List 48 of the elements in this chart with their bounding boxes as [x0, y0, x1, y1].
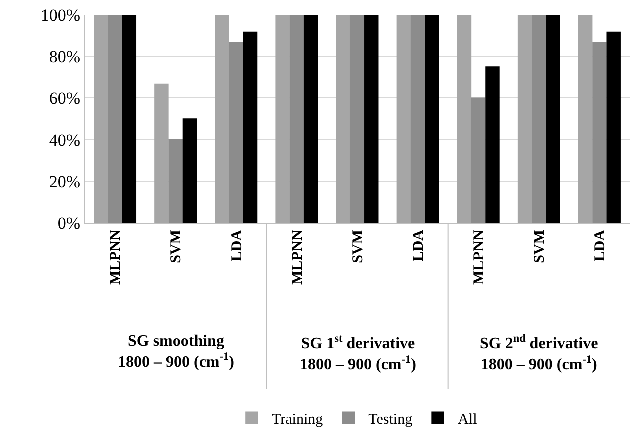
bar [336, 15, 350, 223]
bar [122, 15, 137, 223]
bar [350, 15, 365, 223]
text: SG 2$^{nd}$ derivative 1800 – 900 (cm$^{-1}$) [480, 333, 598, 374]
x-tick-label: MLPNN [471, 230, 488, 285]
y-tick-label: 60% [49, 89, 81, 108]
bar [94, 15, 108, 223]
bar [578, 15, 593, 223]
bar [290, 15, 304, 223]
y-tick-label: 40% [49, 130, 81, 150]
bar [457, 15, 472, 223]
bar [304, 15, 318, 223]
bar [486, 66, 500, 223]
bar [364, 15, 379, 223]
y-tick-label: 80% [49, 48, 81, 67]
bar [215, 15, 230, 223]
x-tick-label: MLPNN [290, 230, 306, 285]
y-tick-label: 100% [40, 6, 81, 25]
x-tick-label: SVM [532, 230, 548, 264]
x-tick-label: SVM [168, 230, 185, 264]
legend-label: Training [272, 412, 324, 428]
x-tick-label: LDA [592, 230, 609, 262]
bar [606, 32, 621, 223]
bar [108, 15, 122, 223]
bar [472, 98, 486, 223]
legend-label: All [458, 412, 478, 428]
bar [182, 118, 198, 223]
y-tick-label: 20% [49, 172, 81, 192]
x-tick-label: LDA [229, 230, 246, 262]
bar [410, 15, 426, 223]
bar [229, 42, 244, 223]
x-tick-label: LDA [410, 230, 427, 262]
y-tick-label: 0% [58, 214, 81, 233]
text: SG 1$^{st}$ derivative 1800 – 900 (cm$^{-1}$) [300, 333, 416, 374]
bar [592, 42, 607, 223]
x-tick-label: SVM [350, 230, 366, 264]
text: SG smoothing 1800 – 900 (cm$^{-1}$) [118, 333, 234, 371]
bar [154, 84, 169, 223]
bar [546, 15, 560, 223]
bar [532, 15, 546, 223]
bar [425, 15, 440, 223]
bar [168, 139, 183, 223]
bar [243, 32, 258, 223]
legend-label: Testing [368, 412, 414, 428]
bar [518, 15, 532, 223]
bar [276, 15, 290, 223]
x-tick-label: MLPNN [108, 230, 124, 285]
bar [396, 15, 412, 223]
